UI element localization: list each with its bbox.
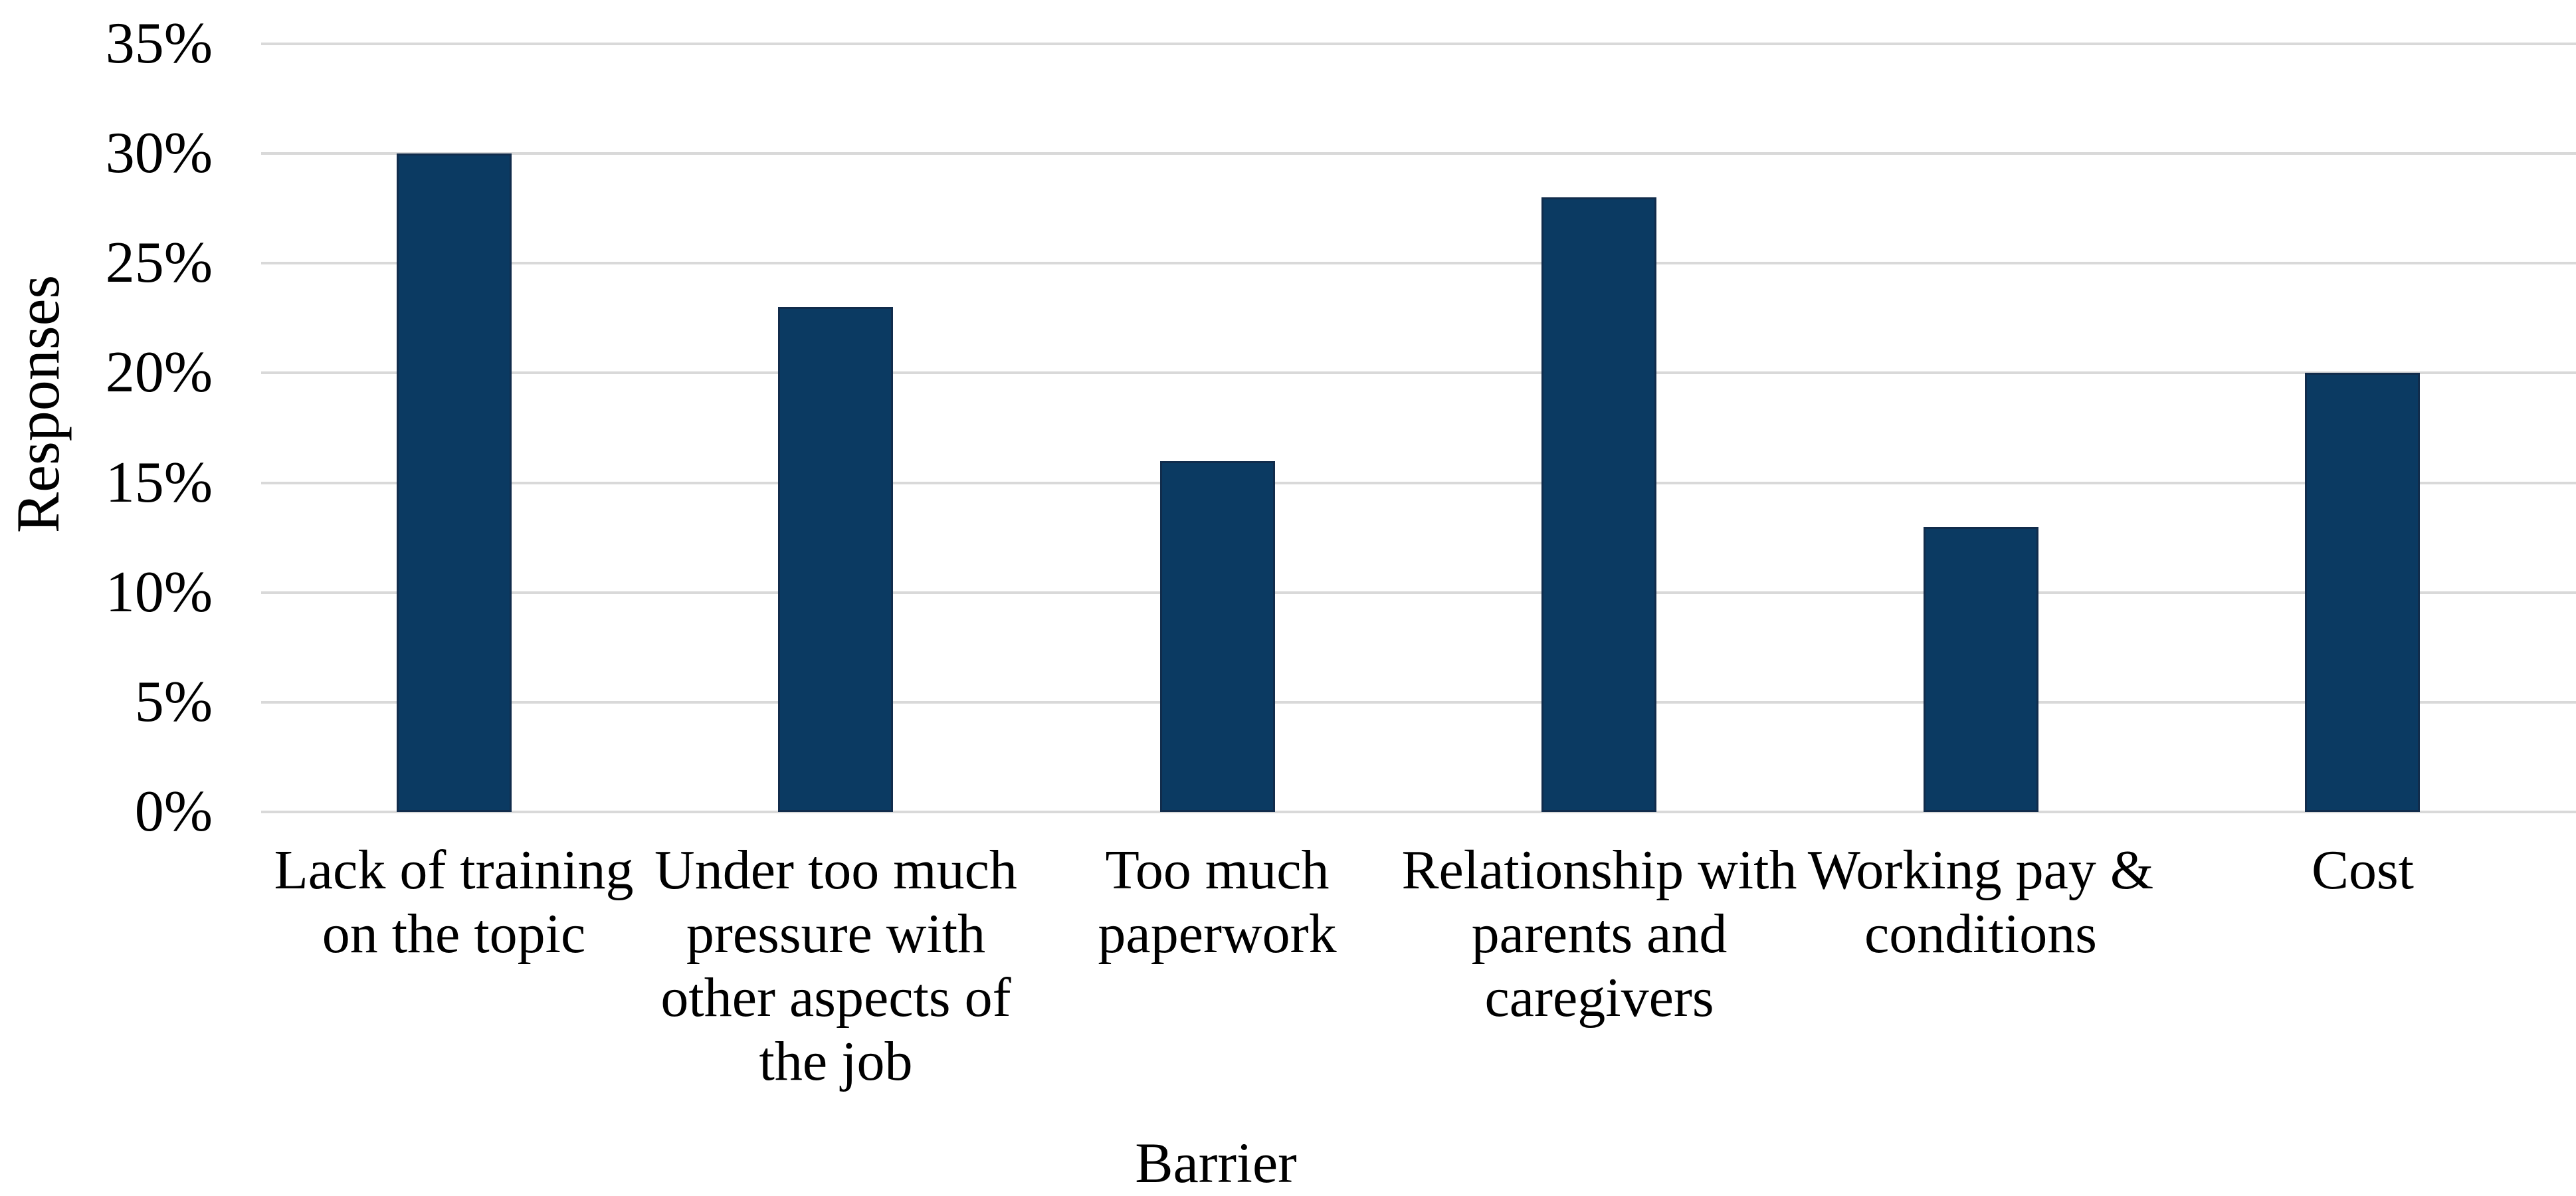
category-label: Working pay & conditions (1807, 839, 2154, 965)
gridline (261, 371, 2576, 375)
y-tick-label: 25% (105, 231, 213, 296)
gridline (261, 700, 2576, 704)
gridline (261, 152, 2576, 155)
bar (1160, 461, 1275, 812)
category-label: Cost (2311, 839, 2415, 901)
y-tick-label: 5% (134, 669, 213, 734)
y-tick-label: 20% (105, 340, 213, 405)
bar (397, 153, 512, 812)
bar (1924, 527, 2038, 812)
gridline (261, 811, 2576, 813)
y-tick-label: 30% (105, 121, 213, 186)
x-axis-title: Barrier (1135, 1131, 1297, 1195)
y-tick-label: 15% (105, 450, 213, 515)
gridline (261, 42, 2576, 45)
category-label: Under too much pressure with other aspec… (654, 839, 1017, 1092)
bar (2305, 373, 2420, 812)
gridline (261, 591, 2576, 594)
bar (1541, 197, 1656, 812)
y-tick-label: 0% (134, 779, 213, 844)
category-label: Too much paperwork (1098, 839, 1337, 965)
gridline (261, 481, 2576, 484)
category-label: Lack of training on the topic (274, 839, 634, 965)
gridline (261, 262, 2576, 265)
bar (778, 307, 893, 812)
category-label: Relationship with parents and caregivers (1401, 839, 1797, 1029)
y-tick-label: 10% (105, 559, 213, 625)
y-tick-label: 35% (105, 11, 213, 76)
